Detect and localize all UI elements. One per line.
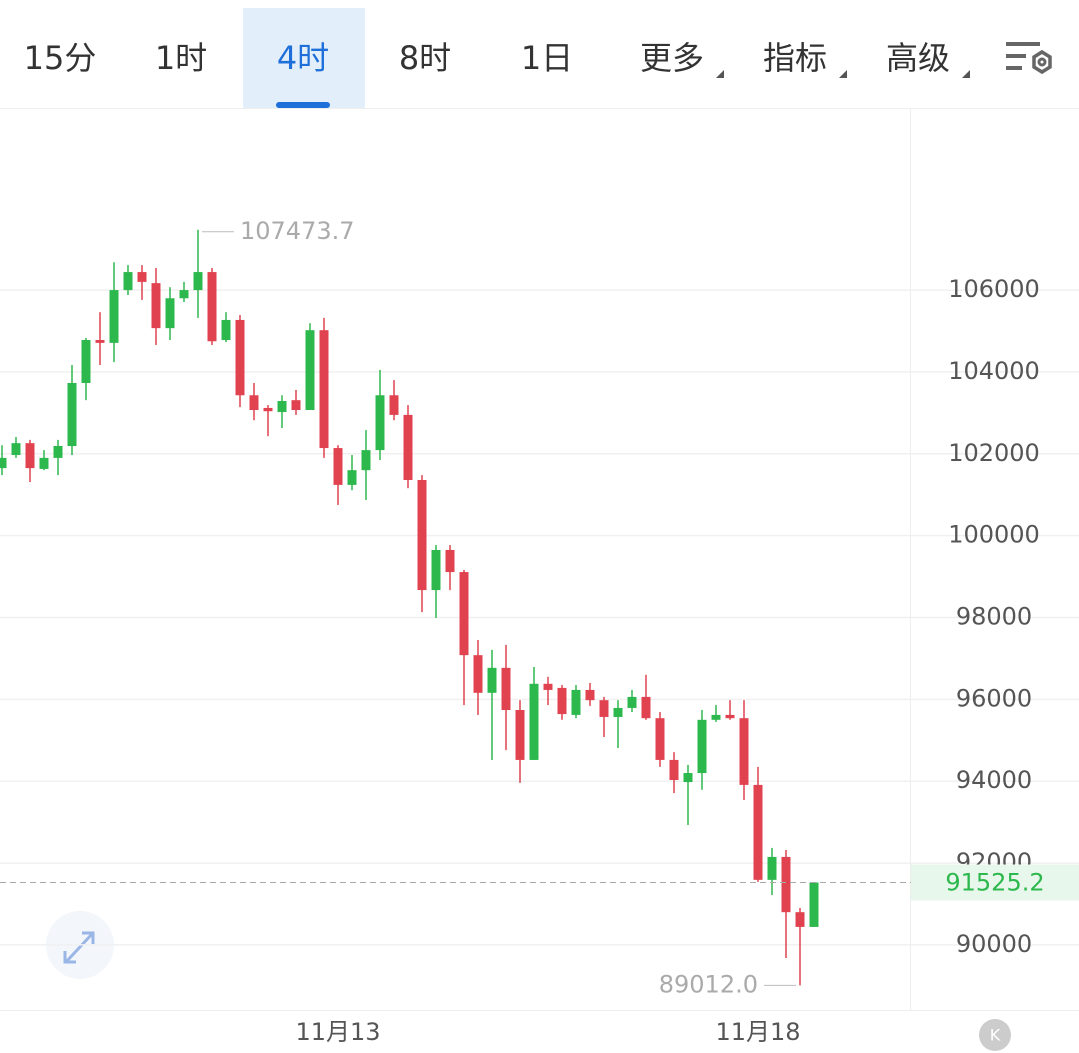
candle-body: [25, 443, 35, 469]
candle-body: [221, 319, 231, 341]
candle-body: [123, 272, 133, 291]
candle-body: [403, 414, 413, 480]
candle-body: [67, 382, 77, 447]
x-tick-label: 11月18: [715, 1018, 800, 1046]
candle-body: [207, 272, 217, 342]
candle-body: [459, 572, 469, 656]
low-label: 89012.0: [659, 970, 758, 998]
candle-body: [445, 549, 455, 573]
y-tick-label: 90000: [956, 930, 1032, 958]
candle-body: [487, 667, 497, 693]
candle-body: [0, 457, 7, 469]
candle-body: [697, 719, 707, 774]
tab[interactable]: 1时: [155, 39, 207, 77]
candle-body: [501, 667, 511, 710]
candle-body: [333, 448, 343, 485]
last-price-box: [911, 864, 1079, 901]
candle-body: [795, 912, 805, 927]
y-tick-label: 94000: [956, 766, 1032, 794]
candle-body: [417, 479, 427, 591]
toolbar: [0, 0, 1079, 108]
high-label: 107473.7: [240, 217, 355, 245]
candle-body: [557, 687, 567, 715]
candle-body: [151, 283, 161, 329]
y-tick-label: 106000: [948, 275, 1040, 303]
candle-body: [641, 696, 651, 719]
candle-body: [165, 298, 175, 329]
candle-body: [655, 718, 665, 760]
candle-body: [515, 710, 525, 760]
candle-body: [781, 856, 791, 913]
y-tick-label: 104000: [948, 357, 1040, 385]
y-tick-label: 96000: [956, 684, 1032, 712]
y-tick-label: 102000: [948, 439, 1040, 467]
tab[interactable]: 4时: [277, 39, 329, 77]
candle-body: [319, 330, 329, 449]
tab[interactable]: 15分: [24, 39, 97, 77]
candle-body: [95, 340, 105, 343]
candle-body: [767, 856, 777, 880]
candle-body: [389, 395, 399, 415]
candle-body: [179, 290, 189, 299]
menu[interactable]: 高级: [886, 39, 950, 77]
candle-body: [571, 689, 581, 715]
candle-body: [137, 272, 147, 282]
candle-body: [599, 700, 609, 717]
active-tab-indicator: [276, 102, 330, 108]
candle-body: [809, 882, 819, 927]
candle-body: [725, 714, 735, 719]
menu-arrow: [962, 70, 970, 78]
candle-body: [193, 272, 203, 291]
candle-body: [669, 759, 679, 780]
candle-body: [543, 683, 553, 690]
candle-body: [81, 340, 91, 383]
candle-body: [53, 446, 63, 458]
candle-body: [291, 400, 301, 410]
candle-body: [613, 707, 623, 717]
candle-body: [277, 400, 287, 413]
candle-body: [361, 450, 371, 471]
candle-body: [11, 443, 21, 456]
last-price-label: 91525.2: [945, 869, 1044, 897]
tab[interactable]: 8时: [399, 39, 451, 77]
candle-body: [109, 290, 119, 343]
candle-body: [739, 718, 749, 785]
svg-text:K: K: [990, 1026, 1001, 1045]
candle-body: [627, 696, 637, 708]
menu[interactable]: 指标: [763, 39, 827, 77]
grid: [0, 289, 1079, 946]
candle-body: [249, 395, 259, 410]
x-tick-label: 11月13: [295, 1018, 380, 1046]
candle-body: [431, 549, 441, 591]
candle-body: [683, 773, 693, 783]
candle-body: [39, 457, 49, 469]
candle-body: [711, 714, 721, 720]
candle-body: [473, 655, 483, 693]
candle-body: [529, 683, 539, 760]
candle-body: [347, 470, 357, 485]
tab[interactable]: 1日: [521, 39, 573, 77]
menu-arrow: [716, 70, 724, 78]
settings-icon[interactable]: [1006, 42, 1052, 75]
menu[interactable]: 更多: [640, 39, 704, 77]
active-tab-bg: [243, 8, 365, 108]
candle-body: [375, 395, 385, 451]
scroll-latest-button[interactable]: K: [979, 1019, 1011, 1051]
menu-arrow: [839, 70, 847, 78]
y-tick-label: 100000: [948, 521, 1040, 549]
y-tick-label: 98000: [956, 603, 1032, 631]
candle-body: [753, 784, 763, 880]
candle-body: [585, 689, 595, 701]
candle-body: [305, 330, 315, 410]
candle-body: [235, 319, 245, 396]
candle-body: [263, 407, 273, 412]
